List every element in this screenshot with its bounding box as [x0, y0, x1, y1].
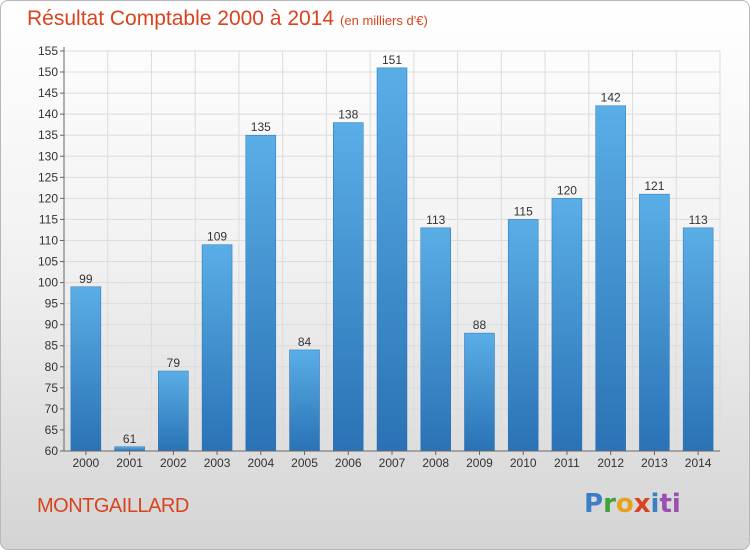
bar-2003[interactable]	[201, 244, 233, 452]
value-label: 113	[426, 213, 445, 227]
value-label: 88	[473, 318, 487, 332]
y-tick-label: 125	[38, 170, 58, 184]
y-tick-label: 105	[38, 255, 58, 269]
y-tick-label: 145	[38, 86, 58, 100]
y-tick-label: 110	[39, 233, 58, 247]
axes: 60 65 70 75 80 85 90 95 100 105 110 115 120 125 130 135…	[38, 44, 720, 470]
bar-2014[interactable]	[682, 227, 714, 452]
x-tick-label: 2001	[116, 456, 143, 470]
y-tick-label: 120	[38, 191, 58, 205]
value-label: 61	[123, 432, 137, 446]
y-tick-label: 155	[38, 44, 58, 58]
x-tick-label: 2014	[685, 456, 712, 470]
title-unit: (en milliers d'€)	[340, 13, 428, 28]
value-label: 151	[382, 53, 402, 67]
y-tick-label: 95	[45, 297, 59, 311]
y-tick-label: 60	[45, 444, 59, 458]
x-tick-label: 2010	[510, 456, 537, 470]
y-tick-label: 75	[45, 381, 59, 395]
place-name: MONTGAILLARD	[37, 495, 189, 517]
y-tick-label: 130	[38, 149, 58, 163]
x-tick-label: 2005	[291, 456, 318, 470]
y-tick-label: 65	[45, 423, 59, 437]
y-tick-label: 140	[38, 107, 58, 121]
y-tick-label: 80	[45, 360, 59, 374]
chart-title: Résultat Comptable 2000 à 2014 (en millie…	[27, 7, 428, 31]
y-tick-label: 70	[45, 402, 59, 416]
value-label: 138	[338, 108, 358, 122]
x-tick-label: 2009	[466, 456, 493, 470]
y-tick-label: 90	[45, 318, 59, 332]
value-label: 115	[514, 204, 533, 218]
value-label: 120	[557, 183, 577, 197]
x-tick-label: 2003	[204, 456, 231, 470]
x-tick-label: 2013	[641, 456, 668, 470]
bar-2001[interactable]	[114, 446, 145, 452]
x-tick-label: 2012	[597, 456, 624, 470]
title-text: Résultat Comptable 2000 à 2014	[27, 7, 335, 30]
bar-2005[interactable]	[289, 349, 320, 452]
value-label: 113	[689, 213, 708, 227]
x-tick-label: 2008	[422, 456, 449, 470]
value-label: 99	[79, 272, 93, 286]
x-tick-label: 2000	[73, 456, 100, 470]
y-tick-label: 135	[38, 128, 58, 142]
value-label: 109	[207, 230, 227, 244]
y-tick-label: 85	[45, 339, 59, 353]
y-tick-label: 150	[38, 65, 58, 79]
bar-2006[interactable]	[333, 122, 364, 452]
x-tick-label: 2007	[379, 456, 406, 470]
proxiti-logo[interactable]: Proxiti	[584, 489, 681, 519]
x-tick-label: 2004	[247, 456, 274, 470]
y-tick-label: 115	[39, 212, 58, 226]
bar-2004[interactable]	[245, 134, 277, 452]
x-tick-label: 2006	[335, 456, 362, 470]
bar-2012[interactable]	[595, 105, 626, 452]
bar-2011[interactable]	[551, 198, 583, 452]
value-label: 142	[601, 91, 621, 105]
x-tick-label: 2002	[160, 456, 187, 470]
value-label: 79	[167, 356, 181, 370]
value-label: 135	[251, 120, 271, 134]
bars: 99 61 79 109 135 84 138 151 113 88 115 120 142 121 113	[70, 53, 714, 452]
bar-2013[interactable]	[639, 193, 670, 452]
y-tick-label: 100	[38, 276, 58, 290]
value-label: 84	[298, 335, 312, 349]
value-label: 121	[644, 179, 664, 193]
bar-2010[interactable]	[507, 219, 539, 452]
bar-2008[interactable]	[420, 227, 451, 452]
bar-2009[interactable]	[464, 332, 495, 452]
x-tick-label: 2011	[554, 456, 580, 470]
bar-2000[interactable]	[70, 286, 102, 452]
bar-2002[interactable]	[158, 370, 189, 452]
bar-2007[interactable]	[376, 67, 408, 452]
